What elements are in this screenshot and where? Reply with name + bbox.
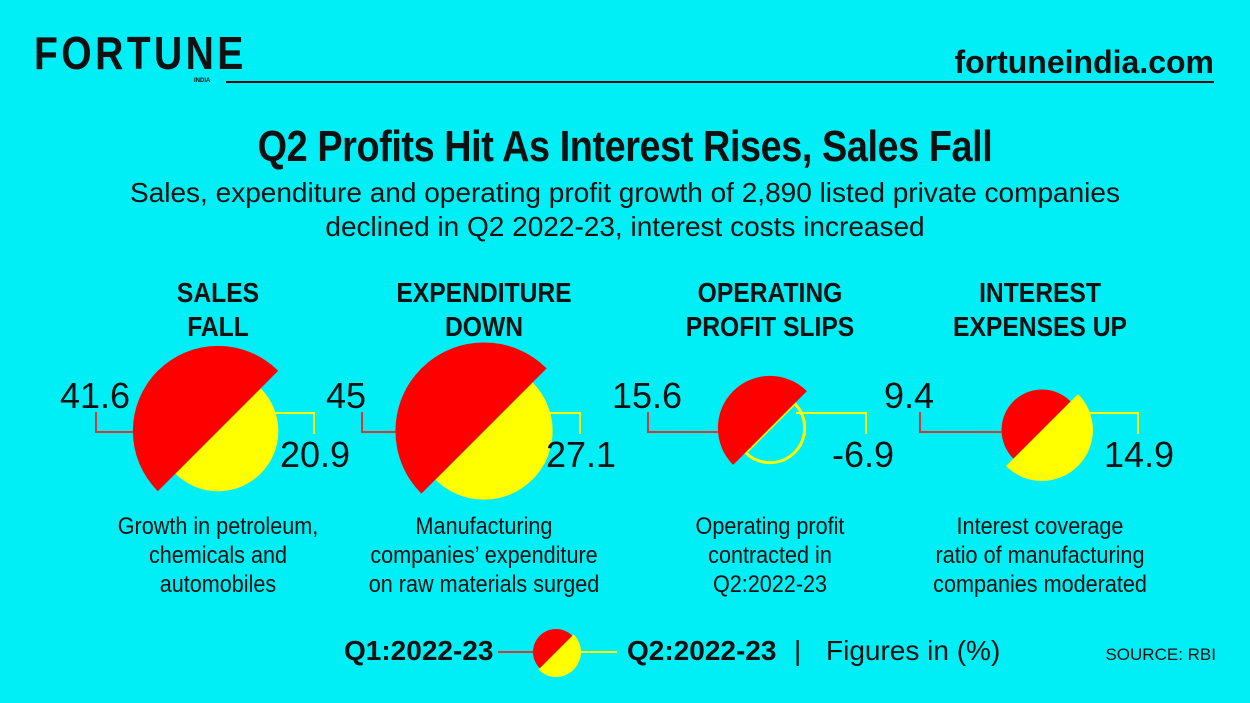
q1-connector-3 bbox=[647, 412, 718, 433]
q2-half-3 bbox=[743, 401, 807, 465]
fortune-logo-sub: INDIA bbox=[194, 78, 211, 84]
q1-value-label: 45 bbox=[326, 375, 367, 416]
panel-heading: EXPENDITURE DOWN bbox=[370, 276, 599, 344]
heading-line-2: EXPENSES UP bbox=[953, 311, 1127, 342]
panel-description: Manufacturing companies’ expenditure on ra… bbox=[358, 512, 610, 599]
q2-half-1 bbox=[175, 388, 279, 492]
q2-value-label: 20.9 bbox=[280, 434, 351, 475]
desc-line: automobiles bbox=[159, 571, 277, 598]
panel-description: Interest coverage ratio of manufacturing c… bbox=[914, 512, 1166, 599]
legend-q2: Q2:2022-23 bbox=[627, 635, 777, 666]
desc-line: Manufacturing bbox=[415, 513, 553, 540]
desc-line: Interest coverage bbox=[956, 513, 1124, 540]
q1-half-1 bbox=[132, 345, 279, 492]
heading-line-1: EXPENDITURE bbox=[396, 277, 572, 308]
heading-line-1: SALES bbox=[176, 277, 260, 308]
q1-half-3 bbox=[717, 375, 807, 465]
q2-half-4 bbox=[1005, 393, 1093, 481]
q1-value-label: 15.6 bbox=[612, 375, 683, 416]
q1-value-label: 9.4 bbox=[884, 375, 935, 416]
q2-value-label: 14.9 bbox=[1104, 434, 1175, 475]
heading-line-1: INTEREST bbox=[979, 277, 1101, 308]
legend-q1: Q1:2022-23 bbox=[344, 635, 494, 666]
desc-line: companies moderated bbox=[933, 571, 1147, 598]
panel-description: Operating profit contracted in Q2:2022-23 bbox=[644, 512, 896, 599]
legend-q1-swatch bbox=[533, 629, 573, 669]
heading-line-1: OPERATING bbox=[697, 277, 843, 308]
subtitle-line-2: declined in Q2 2022-23, interest costs i… bbox=[325, 211, 925, 242]
chart-subtitle: Sales, expenditure and operating profit … bbox=[0, 176, 1250, 244]
q1-connector-2 bbox=[361, 412, 396, 433]
q2-connector-3 bbox=[796, 412, 867, 434]
q1-half-2 bbox=[395, 342, 547, 494]
panel-heading: SALES FALL bbox=[104, 276, 333, 344]
q2-connector-2 bbox=[535, 412, 581, 434]
q2-value-label: 27.1 bbox=[546, 434, 617, 475]
desc-line: ratio of manufacturing bbox=[935, 542, 1145, 569]
desc-line: Growth in petroleum, bbox=[117, 513, 319, 540]
q1-connector-4 bbox=[919, 412, 1002, 433]
heading-line-2: PROFIT SLIPS bbox=[685, 311, 855, 342]
panel-heading: OPERATING PROFIT SLIPS bbox=[656, 276, 885, 344]
legend-note: Figures in (%) bbox=[826, 635, 1001, 666]
q1-connector-1 bbox=[95, 412, 133, 433]
site-url[interactable]: fortuneindia.com bbox=[954, 44, 1214, 80]
fortune-logo: FORTUNE bbox=[34, 27, 247, 79]
source: SOURCE: RBI bbox=[1105, 645, 1216, 664]
q2-connector-4 bbox=[1080, 412, 1139, 434]
desc-line: contracted in bbox=[708, 542, 832, 569]
heading-line-2: FALL bbox=[187, 311, 249, 342]
q2-half-2 bbox=[435, 382, 553, 500]
desc-line: companies’ expenditure bbox=[370, 542, 598, 569]
legend-q2-swatch bbox=[538, 634, 581, 677]
q1-value-label: 41.6 bbox=[60, 375, 131, 416]
desc-line: Q2:2022-23 bbox=[712, 571, 828, 598]
desc-line: chemicals and bbox=[148, 542, 288, 569]
header-rule bbox=[226, 81, 1214, 83]
subtitle-line-1: Sales, expenditure and operating profit … bbox=[130, 177, 1120, 208]
legend-separator: | bbox=[794, 635, 802, 666]
q1-half-4 bbox=[1001, 389, 1071, 459]
desc-line: on raw materials surged bbox=[368, 571, 600, 598]
desc-line: Operating profit bbox=[695, 513, 845, 540]
heading-line-2: DOWN bbox=[444, 311, 524, 342]
q2-connector-1 bbox=[263, 412, 315, 434]
chart-title: Q2 Profits Hit As Interest Rises, Sales … bbox=[257, 122, 993, 171]
panel-heading: INTEREST EXPENSES UP bbox=[926, 276, 1155, 344]
panel-description: Growth in petroleum, chemicals and automob… bbox=[92, 512, 344, 599]
q2-value-label: -6.9 bbox=[832, 434, 895, 475]
